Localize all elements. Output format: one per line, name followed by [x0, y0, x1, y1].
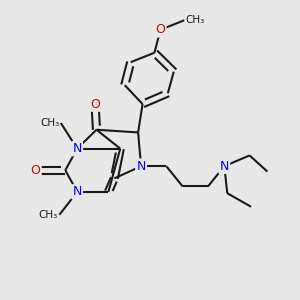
Text: N: N — [136, 160, 146, 173]
Text: N: N — [73, 142, 82, 155]
Text: CH₃: CH₃ — [39, 210, 58, 220]
Text: O: O — [155, 23, 165, 36]
Text: N: N — [220, 160, 229, 173]
Text: O: O — [31, 164, 40, 177]
Text: N: N — [73, 185, 82, 198]
Text: CH₃: CH₃ — [186, 15, 205, 25]
Text: O: O — [90, 98, 100, 111]
Text: CH₃: CH₃ — [40, 118, 59, 128]
